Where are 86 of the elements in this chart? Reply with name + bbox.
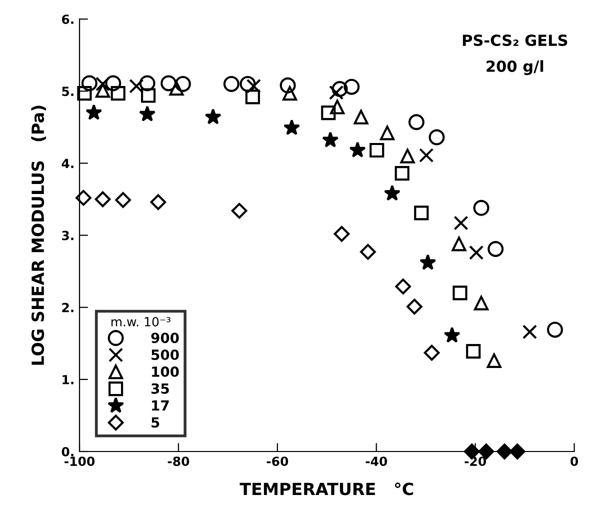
point <box>204 108 222 124</box>
point <box>150 194 166 210</box>
point <box>414 206 429 220</box>
point <box>95 83 110 98</box>
point <box>419 148 434 163</box>
point <box>105 75 122 92</box>
y-tick-label: 5. <box>62 86 74 96</box>
point <box>223 76 240 92</box>
point <box>115 192 131 208</box>
legend-label: 900 <box>151 332 179 344</box>
point <box>466 344 481 359</box>
x-tick-label: -40 <box>366 456 388 466</box>
y-tick-label: 6. <box>62 14 74 24</box>
annotation: 200 g/l <box>486 60 544 76</box>
point <box>240 76 256 92</box>
legend-label: 35 <box>151 383 169 394</box>
point <box>138 106 156 122</box>
point <box>360 244 376 260</box>
point <box>546 322 563 338</box>
point <box>140 88 156 103</box>
point <box>406 298 422 315</box>
point <box>246 78 261 94</box>
point <box>231 202 248 219</box>
point <box>452 236 466 252</box>
point <box>77 86 92 101</box>
point <box>330 100 345 114</box>
x-tick-label: -80 <box>168 456 190 466</box>
point <box>129 78 144 94</box>
point <box>86 104 102 120</box>
point <box>395 278 412 294</box>
legend-label: 5 <box>152 417 160 428</box>
point <box>174 76 191 92</box>
y-tick-label: 4. <box>62 158 74 168</box>
legend-title: m.w. 10⁻³ <box>112 316 170 326</box>
point <box>354 110 368 124</box>
point <box>452 286 468 300</box>
legend-label: 100 <box>152 366 179 377</box>
point <box>370 142 384 158</box>
y-tick-label: 2. <box>62 302 74 312</box>
point <box>394 166 410 181</box>
x-axis-title: TEMPERATURE °C <box>240 482 414 496</box>
point <box>329 85 344 100</box>
point <box>509 444 526 460</box>
y-axis-title: LOG SHEAR MODULUS (Pa) <box>31 106 46 365</box>
point <box>408 114 424 130</box>
point <box>283 119 300 136</box>
annotation: PS-CS₂ GELS <box>462 34 568 46</box>
point <box>76 190 92 206</box>
x-tick-label: 0 <box>570 456 578 466</box>
y-tick-label: 3. <box>62 230 74 240</box>
point <box>380 126 395 140</box>
point <box>420 254 436 270</box>
point <box>81 75 98 92</box>
point <box>496 444 512 460</box>
point <box>454 216 468 230</box>
point <box>282 86 298 101</box>
point <box>169 80 184 96</box>
point <box>486 353 502 368</box>
point <box>444 326 460 343</box>
point <box>384 184 401 201</box>
point <box>280 77 296 94</box>
point <box>332 81 348 97</box>
x-tick-label: -100 <box>64 456 95 466</box>
point <box>321 105 336 120</box>
point <box>139 75 156 92</box>
point <box>94 191 111 208</box>
point <box>474 296 489 310</box>
point <box>469 245 484 260</box>
x-tick-label: -60 <box>266 456 288 466</box>
point <box>344 78 360 95</box>
y-tick-label: 1. <box>62 375 74 384</box>
point <box>245 90 260 104</box>
point <box>428 129 445 146</box>
y-tick-label: 0. <box>62 446 74 456</box>
point <box>160 75 177 92</box>
point <box>522 324 538 340</box>
point <box>322 131 339 148</box>
point <box>488 241 504 257</box>
point <box>334 226 350 242</box>
point <box>110 86 126 101</box>
point <box>424 344 440 361</box>
point <box>473 200 490 216</box>
point <box>400 148 415 164</box>
point <box>349 142 366 158</box>
legend-label: 17 <box>152 400 169 411</box>
legend-label: 500 <box>152 350 179 360</box>
